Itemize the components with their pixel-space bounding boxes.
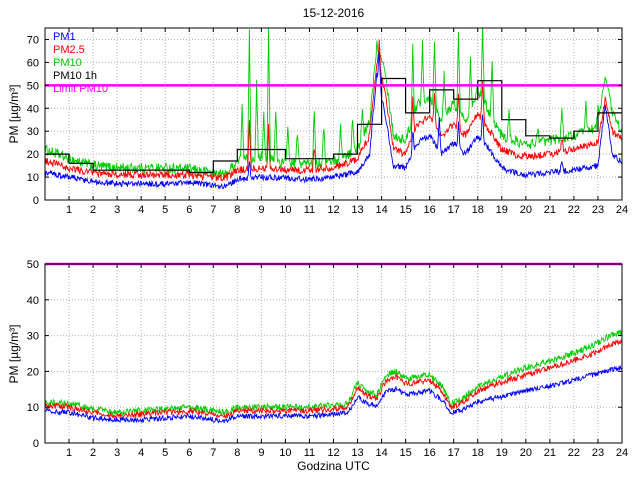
y-tick-label: 50 [27,80,39,92]
x-tick-label: 13 [351,447,363,459]
panel-1: 1 2 3 4 5 6 7 8 9 10 11 12 13 14 15 16 17 18 19 20 21 22 23 240… [27,259,628,459]
legend-item-pm2-5: PM2.5 [53,44,85,56]
axis-ticks: 1 2 3 4 5 6 7 8 9 10 11 12 13 14 15 16 17 18 19 20 21 22 23 240… [27,259,628,459]
series-pm2-5 [45,39,622,182]
x-tick-label: 23 [592,204,604,216]
series-pm10 [45,329,622,417]
x-tick-label: 14 [375,447,387,459]
y-tick-label: 50 [27,259,39,271]
x-tick-label: 9 [258,204,264,216]
legend: PM1 PM2.5 PM10 PM10 1h Limit PM10 [53,31,108,96]
x-tick-label: 17 [448,204,460,216]
x-tick-label: 21 [544,447,556,459]
y-tick-label: 0 [33,195,39,207]
x-tick-label: 3 [114,204,120,216]
x-tick-label: 4 [138,447,144,459]
x-tick-label: 4 [138,204,144,216]
panel-0: 1 2 3 4 5 6 7 8 9 10 11 12 13 14 15 16 17 18 19 20 21 22 23 240… [27,27,628,216]
axis-ticks: 1 2 3 4 5 6 7 8 9 10 11 12 13 14 15 16 17 18 19 20 21 22 23 240… [27,28,628,216]
series-pm1 [45,365,622,424]
x-tick-label: 2 [90,204,96,216]
y-axis-label-bottom: PM [µg/m³] [7,324,21,384]
y-tick-label: 30 [27,126,39,138]
x-tick-label: 11 [304,204,315,216]
x-tick-label: 23 [592,447,604,459]
x-tick-label: 10 [279,447,291,459]
x-tick-label: 11 [304,447,315,459]
x-tick-label: 7 [210,204,216,216]
x-tick-label: 19 [496,204,508,216]
legend-item-limit-pm10: Limit PM10 [53,83,109,95]
chart-title: 15-12-2016 [302,6,365,20]
y-tick-label: 40 [27,295,39,307]
x-tick-label: 24 [616,204,628,216]
x-tick-label: 10 [279,204,291,216]
x-tick-label: 12 [327,447,339,459]
x-tick-label: 18 [472,204,484,216]
x-tick-label: 2 [90,447,96,459]
x-tick-label: 16 [424,447,436,459]
x-tick-label: 6 [186,204,192,216]
x-tick-label: 9 [258,447,264,459]
x-tick-label: 3 [114,447,120,459]
x-tick-label: 18 [472,447,484,459]
y-tick-label: 10 [27,172,39,184]
x-tick-label: 13 [351,204,363,216]
x-axis-label: Godzina UTC [297,459,370,473]
x-tick-label: 24 [616,447,628,459]
legend-item-pm1: PM1 [53,31,76,43]
y-tick-label: 70 [27,34,39,46]
series-pm2-5 [45,338,622,420]
series-pm10-1h [45,77,622,174]
y-tick-label: 60 [27,57,39,69]
x-tick-label: 19 [496,447,508,459]
x-tick-label: 7 [210,447,216,459]
x-tick-label: 1 [66,447,72,459]
y-tick-label: 20 [27,149,39,161]
legend-item-pm10-1h: PM10 1h [53,70,98,82]
y-tick-label: 10 [27,402,39,414]
series-pm10 [45,28,622,179]
x-tick-label: 17 [448,447,460,459]
y-tick-label: 0 [33,438,39,450]
legend-item-pm10: PM10 [53,57,82,69]
x-tick-label: 20 [520,447,532,459]
y-tick-label: 40 [27,103,39,115]
x-tick-label: 8 [234,204,240,216]
x-tick-label: 20 [520,204,532,216]
x-tick-label: 1 [66,204,72,216]
x-tick-label: 5 [162,204,168,216]
y-tick-label: 20 [27,366,39,378]
x-tick-label: 12 [327,204,339,216]
series-group [45,28,622,190]
x-tick-label: 5 [162,447,168,459]
x-tick-label: 21 [544,204,556,216]
x-tick-label: 8 [234,447,240,459]
x-tick-label: 22 [568,447,580,459]
series-pm1 [45,51,622,190]
y-tick-label: 30 [27,331,39,343]
x-tick-label: 14 [375,204,387,216]
x-tick-label: 6 [186,447,192,459]
x-tick-label: 15 [400,204,412,216]
x-tick-label: 16 [424,204,436,216]
x-tick-label: 15 [400,447,412,459]
y-axis-label-top: PM [µg/m³] [7,84,21,144]
series-group [45,329,622,424]
x-tick-label: 22 [568,204,580,216]
